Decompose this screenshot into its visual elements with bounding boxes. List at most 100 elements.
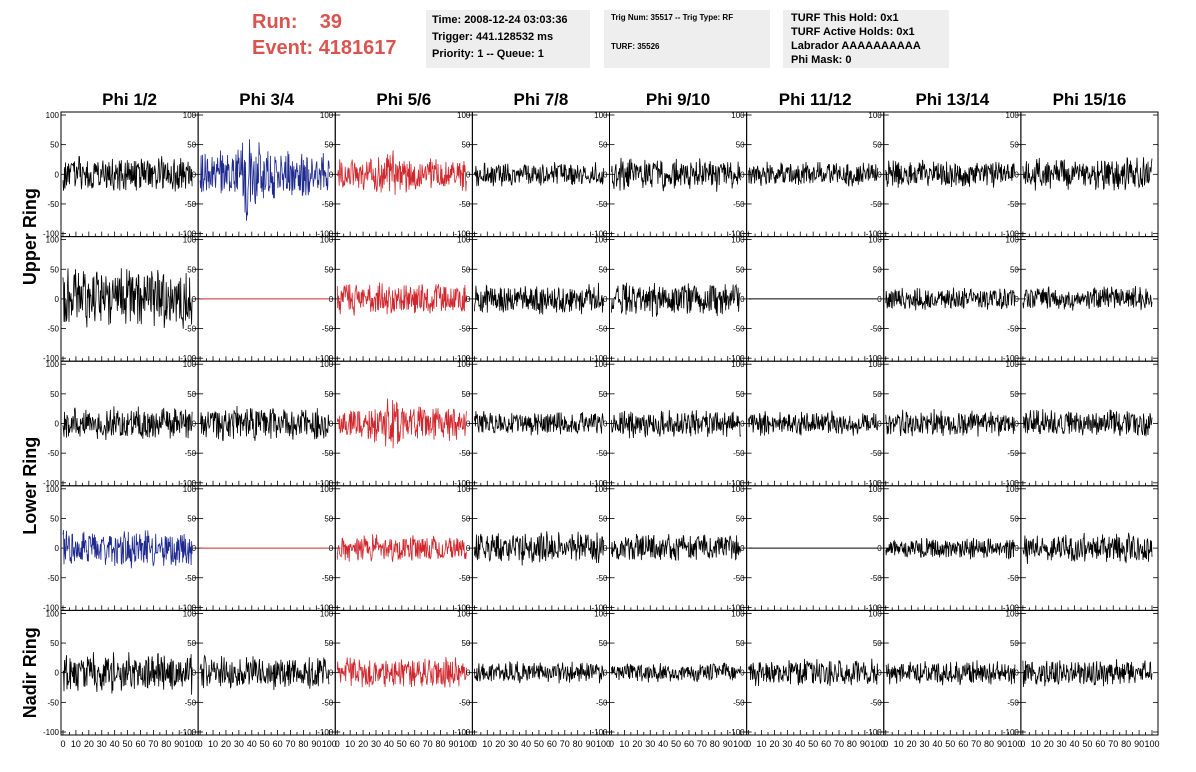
y-tick-label: -100 — [866, 603, 883, 612]
x-tick-label: 70 — [697, 739, 707, 749]
y-tick-label: 100 — [457, 485, 471, 494]
y-tick-label: 50 — [187, 265, 196, 274]
y-tick-label: 100 — [731, 360, 745, 369]
y-tick-label: -100 — [317, 354, 334, 363]
y-tick-label: -50 — [596, 200, 608, 209]
waveform-trace — [62, 155, 193, 192]
waveform-trace — [62, 652, 193, 695]
y-tick-label: -50 — [596, 698, 608, 707]
y-tick-label: -100 — [729, 354, 746, 363]
y-tick-label: 50 — [461, 390, 470, 399]
y-tick-label: -100 — [43, 603, 60, 612]
x-tick-label: 70 — [971, 739, 981, 749]
waveform-trace — [62, 406, 193, 441]
y-tick-label: 0 — [740, 170, 745, 179]
y-tick-label: 50 — [873, 639, 882, 648]
y-tick-label: 100 — [868, 236, 882, 245]
x-tick-label: 0 — [883, 739, 888, 749]
y-tick-label: 50 — [873, 514, 882, 523]
x-tick-label: 20 — [221, 739, 231, 749]
x-tick-label: 100 — [185, 739, 200, 749]
y-tick-label: -100 — [180, 479, 197, 488]
y-tick-label: 50 — [736, 265, 745, 274]
y-tick-label: 50 — [187, 390, 196, 399]
y-tick-label: 0 — [877, 420, 882, 429]
y-tick-label: -100 — [591, 230, 608, 239]
x-tick-label: 90 — [1134, 739, 1144, 749]
y-tick-label: 0 — [466, 170, 471, 179]
x-tick-label: 20 — [84, 739, 94, 749]
y-tick-label: 100 — [46, 111, 60, 120]
y-tick-label: -100 — [180, 603, 197, 612]
x-tick-label: 0 — [1020, 739, 1025, 749]
y-tick-label: 50 — [187, 141, 196, 150]
y-tick-label: -100 — [317, 230, 334, 239]
x-tick-label: 60 — [958, 739, 968, 749]
waveform-trace — [748, 410, 879, 436]
x-tick-label: 80 — [298, 739, 308, 749]
y-tick-label: 0 — [466, 544, 471, 553]
y-tick-label: -50 — [459, 574, 471, 583]
y-tick-label: 0 — [55, 544, 60, 553]
x-tick-label: 20 — [495, 739, 505, 749]
x-tick-label: 60 — [273, 739, 283, 749]
waveform-trace — [336, 534, 467, 562]
row-group-label: Nadir Ring — [20, 627, 40, 718]
y-tick-label: -100 — [591, 728, 608, 737]
run-row: Run: 39 — [252, 9, 397, 35]
y-tick-label: 50 — [873, 265, 882, 274]
waveform-trace — [474, 531, 604, 566]
y-tick-label: -50 — [596, 449, 608, 458]
x-tick-label: 40 — [658, 739, 668, 749]
y-tick-label: 100 — [320, 236, 334, 245]
y-tick-label: 100 — [868, 360, 882, 369]
y-tick-label: 0 — [329, 170, 334, 179]
y-tick-label: 0 — [192, 170, 197, 179]
waveform-trace — [336, 398, 467, 449]
row-group-label: Lower Ring — [20, 437, 40, 535]
y-tick-label: 100 — [1006, 360, 1020, 369]
trig-num-text: Trig Num: 35517 -- Trig Type: RF — [611, 13, 734, 22]
y-tick-label: 0 — [740, 420, 745, 429]
y-tick-label: 50 — [50, 265, 59, 274]
column-header: Phi 1/2 — [102, 90, 157, 109]
y-tick-label: 50 — [1010, 514, 1019, 523]
waveform-trace — [885, 537, 1016, 560]
y-tick-label: 0 — [603, 170, 608, 179]
y-tick-label: 100 — [457, 609, 471, 618]
x-tick-label: 30 — [782, 739, 792, 749]
y-tick-label: -100 — [180, 728, 197, 737]
y-tick-label: -100 — [43, 230, 60, 239]
x-tick-label: 20 — [632, 739, 642, 749]
y-tick-label: 100 — [46, 236, 60, 245]
y-tick-label: -50 — [596, 325, 608, 334]
x-tick-label: 100 — [1007, 739, 1022, 749]
waveform-trace — [62, 529, 193, 569]
y-tick-label: 100 — [457, 360, 471, 369]
y-tick-label: 0 — [1014, 420, 1019, 429]
x-tick-label: 30 — [508, 739, 518, 749]
y-tick-label: 100 — [183, 609, 197, 618]
y-tick-label: -50 — [733, 325, 745, 334]
y-tick-label: -50 — [870, 200, 882, 209]
x-tick-label: 80 — [161, 739, 171, 749]
y-tick-label: -50 — [459, 698, 471, 707]
y-tick-label: -100 — [454, 230, 471, 239]
waveform-trace — [1022, 532, 1153, 565]
waveform-trace — [611, 410, 741, 439]
y-tick-label: 0 — [466, 420, 471, 429]
y-tick-label: 100 — [594, 236, 608, 245]
x-tick-label: 80 — [1121, 739, 1131, 749]
run-value: 39 — [319, 11, 343, 33]
x-tick-label: 10 — [1031, 739, 1041, 749]
y-tick-label: -100 — [317, 728, 334, 737]
y-tick-label: -100 — [1003, 728, 1020, 737]
panel-frame — [471, 485, 610, 611]
x-tick-label: 10 — [208, 739, 218, 749]
turf-num-text: TURF: 35526 — [611, 42, 660, 51]
y-tick-label: 0 — [603, 420, 608, 429]
y-tick-label: 0 — [1014, 669, 1019, 678]
y-tick-label: 50 — [873, 390, 882, 399]
x-tick-label: 0 — [472, 739, 477, 749]
x-tick-label: 100 — [459, 739, 474, 749]
